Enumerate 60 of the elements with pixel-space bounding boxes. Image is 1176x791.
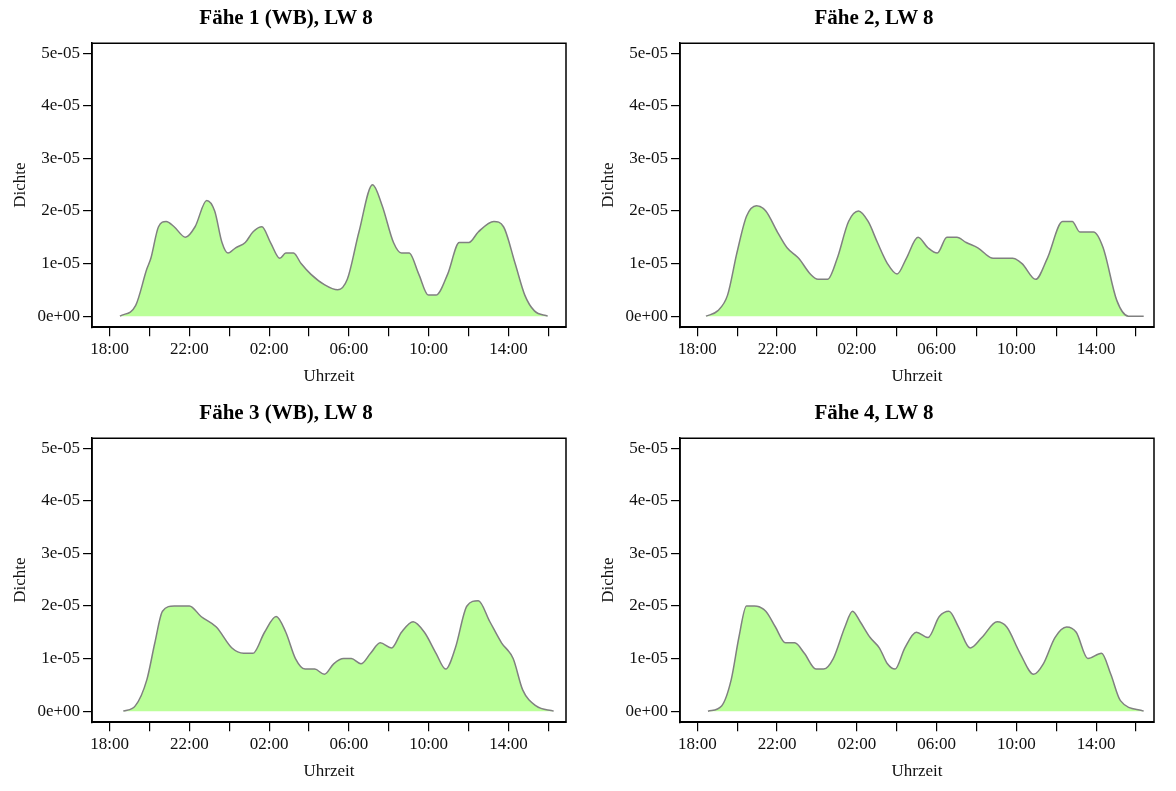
- y-tick-label: 4e-05: [629, 95, 669, 115]
- y-tick-label: 0e+00: [37, 700, 81, 720]
- x-tick-label: 18:00: [90, 733, 130, 753]
- y-tick-label: 3e-05: [629, 147, 669, 167]
- x-tick-label: 18:00: [677, 733, 717, 753]
- y-tick-label: 3e-05: [629, 542, 669, 562]
- x-tick-label: 22:00: [170, 338, 209, 358]
- y-tick-label: 2e-05: [41, 200, 81, 220]
- x-tick-label: 18:00: [677, 338, 717, 358]
- x-tick-label: 06:00: [917, 733, 956, 753]
- y-tick-label: 5e-05: [41, 42, 81, 62]
- y-axis-title: Dichte: [9, 162, 29, 208]
- x-tick-label: 02:00: [837, 733, 877, 753]
- x-axis-title: Uhrzeit: [891, 366, 943, 386]
- y-tick-label: 1e-05: [41, 648, 81, 668]
- y-tick-label: 2e-05: [629, 200, 669, 220]
- x-axis-title: Uhrzeit: [303, 761, 355, 781]
- x-tick-label: 18:00: [90, 338, 130, 358]
- chart-title: Fähe 4, LW 8: [814, 400, 934, 425]
- x-tick-label: 22:00: [757, 733, 797, 753]
- x-tick-label: 14:00: [1076, 338, 1116, 358]
- x-tick-label: 06:00: [917, 338, 956, 358]
- x-tick-label: 02:00: [249, 338, 289, 358]
- y-tick-label: 4e-05: [41, 95, 81, 115]
- y-tick-label: 5e-05: [41, 437, 81, 457]
- x-axis-title: Uhrzeit: [303, 366, 355, 386]
- x-axis-title: Uhrzeit: [891, 761, 943, 781]
- chart-title: Fähe 3 (WB), LW 8: [199, 400, 373, 425]
- chart-title: Fähe 2, LW 8: [814, 5, 934, 30]
- x-tick-label: 10:00: [997, 338, 1036, 358]
- y-tick-label: 5e-05: [629, 437, 669, 457]
- y-tick-label: 5e-05: [629, 42, 669, 62]
- x-tick-label: 06:00: [329, 733, 369, 753]
- y-tick-label: 1e-05: [629, 648, 669, 668]
- x-tick-label: 02:00: [249, 733, 289, 753]
- y-tick-label: 0e+00: [625, 700, 669, 720]
- y-tick-label: 4e-05: [629, 490, 669, 510]
- y-tick-label: 0e+00: [37, 305, 81, 325]
- x-tick-label: 10:00: [997, 733, 1036, 753]
- y-axis-title: Dichte: [9, 557, 29, 603]
- y-tick-label: 4e-05: [41, 490, 81, 510]
- chart-title: Fähe 1 (WB), LW 8: [199, 5, 373, 30]
- y-axis-title: Dichte: [597, 162, 617, 208]
- x-tick-label: 10:00: [409, 733, 449, 753]
- y-tick-label: 2e-05: [41, 595, 81, 615]
- y-axis-title: Dichte: [597, 557, 617, 603]
- y-tick-label: 3e-05: [41, 147, 81, 167]
- y-tick-label: 3e-05: [41, 542, 81, 562]
- y-tick-label: 2e-05: [629, 595, 669, 615]
- x-tick-label: 22:00: [757, 338, 797, 358]
- x-tick-label: 02:00: [837, 338, 877, 358]
- x-tick-label: 14:00: [489, 338, 528, 358]
- y-tick-label: 1e-05: [629, 253, 669, 273]
- x-tick-label: 22:00: [170, 733, 209, 753]
- x-tick-label: 06:00: [329, 338, 369, 358]
- y-tick-label: 1e-05: [41, 253, 81, 273]
- x-tick-label: 14:00: [1076, 733, 1116, 753]
- y-tick-label: 0e+00: [625, 305, 669, 325]
- x-tick-label: 10:00: [409, 338, 449, 358]
- x-tick-label: 14:00: [489, 733, 528, 753]
